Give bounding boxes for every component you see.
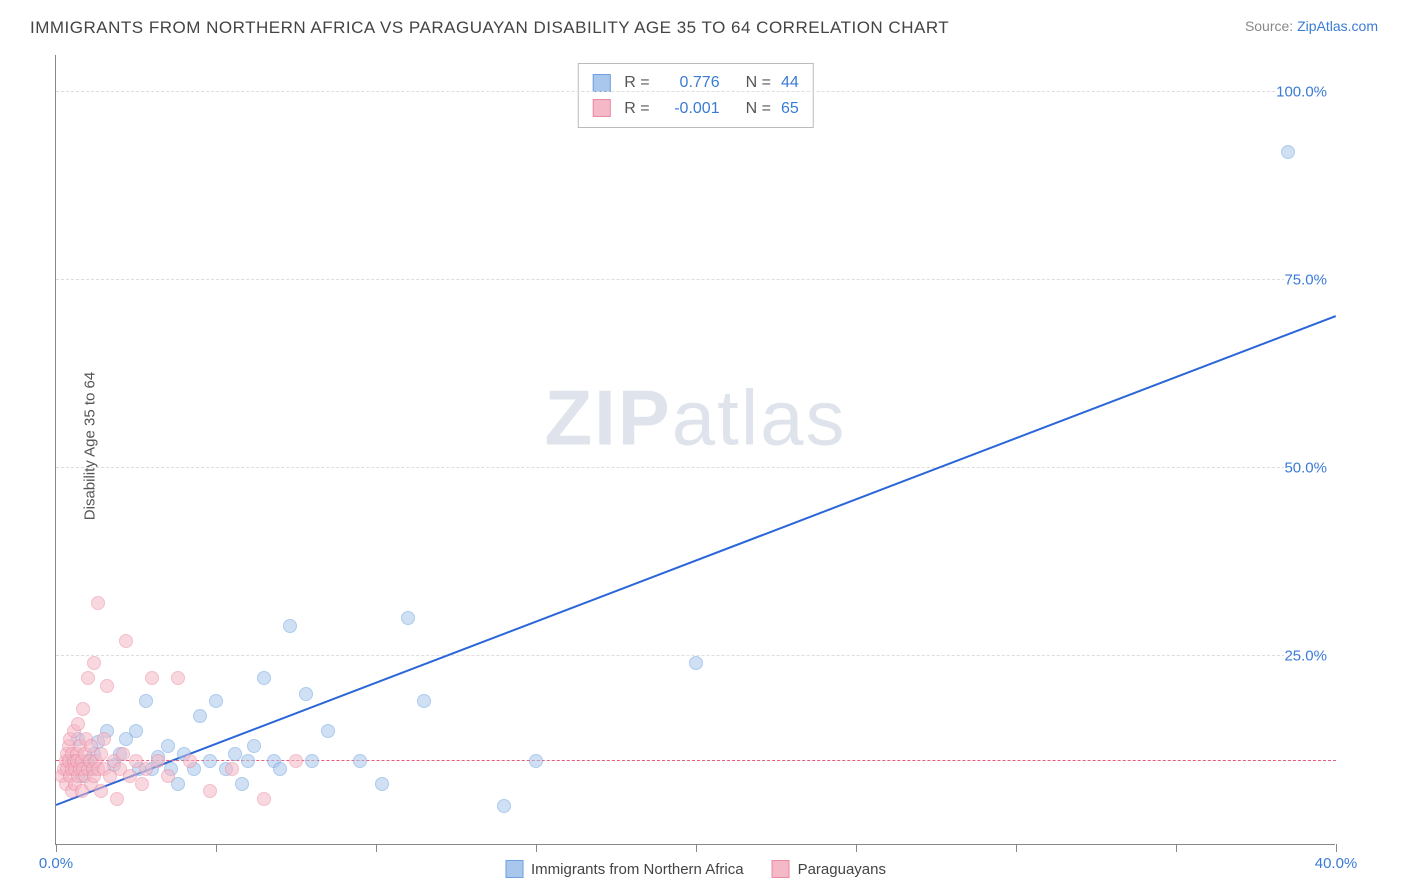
x-tick xyxy=(536,844,537,852)
x-tick xyxy=(56,844,57,852)
legend-row-series1: R = 0.776 N = 44 xyxy=(592,70,798,96)
scatter-point-blue xyxy=(235,777,249,791)
scatter-point-pink xyxy=(145,671,159,685)
scatter-point-pink xyxy=(94,784,108,798)
scatter-point-blue xyxy=(228,747,242,761)
x-tick xyxy=(1016,844,1017,852)
legend-row-series2: R = -0.001 N = 65 xyxy=(592,96,798,122)
trendline-blue xyxy=(56,315,1337,806)
scatter-point-pink xyxy=(257,792,271,806)
scatter-point-pink xyxy=(81,671,95,685)
y-tick-label: 75.0% xyxy=(1284,271,1335,288)
legend-swatch-blue xyxy=(505,860,523,878)
scatter-point-blue xyxy=(353,754,367,768)
x-tick xyxy=(856,844,857,852)
legend-swatch-blue xyxy=(592,74,610,92)
scatter-point-blue xyxy=(161,739,175,753)
r-label: R = xyxy=(624,96,649,122)
x-tick xyxy=(1336,844,1337,852)
scatter-point-pink xyxy=(119,634,133,648)
scatter-point-pink xyxy=(203,784,217,798)
scatter-point-blue xyxy=(241,754,255,768)
scatter-point-pink xyxy=(123,769,137,783)
scatter-point-blue xyxy=(257,671,271,685)
scatter-point-blue xyxy=(299,687,313,701)
scatter-point-pink xyxy=(135,777,149,791)
scatter-point-blue xyxy=(529,754,543,768)
scatter-point-pink xyxy=(76,702,90,716)
scatter-point-blue xyxy=(203,754,217,768)
scatter-point-pink xyxy=(97,732,111,746)
legend-item-2: Paraguayans xyxy=(772,860,886,878)
scatter-point-blue xyxy=(247,739,261,753)
r-label: R = xyxy=(624,70,649,96)
scatter-point-pink xyxy=(94,747,108,761)
y-tick-label: 25.0% xyxy=(1284,647,1335,664)
scatter-point-blue xyxy=(129,724,143,738)
scatter-point-blue xyxy=(417,694,431,708)
scatter-point-blue xyxy=(1281,145,1295,159)
gridline-h xyxy=(56,467,1335,468)
x-tick-label: 0.0% xyxy=(39,855,73,872)
plot-area: ZIPatlas R = 0.776 N = 44 R = -0.001 N =… xyxy=(55,55,1335,845)
n-value-2: 65 xyxy=(781,96,799,122)
chart-container: IMMIGRANTS FROM NORTHERN AFRICA VS PARAG… xyxy=(0,0,1406,892)
scatter-point-blue xyxy=(689,656,703,670)
scatter-point-blue xyxy=(401,611,415,625)
legend-label-1: Immigrants from Northern Africa xyxy=(531,861,744,878)
r-value-1: 0.776 xyxy=(660,70,720,96)
watermark-light: atlas xyxy=(672,373,847,461)
scatter-point-pink xyxy=(91,596,105,610)
source-label: Source: xyxy=(1245,18,1297,34)
scatter-point-blue xyxy=(283,619,297,633)
gridline-h xyxy=(56,91,1335,92)
scatter-point-pink xyxy=(110,792,124,806)
scatter-point-pink xyxy=(289,754,303,768)
x-tick xyxy=(216,844,217,852)
x-tick xyxy=(696,844,697,852)
scatter-point-blue xyxy=(193,709,207,723)
legend-label-2: Paraguayans xyxy=(798,861,886,878)
n-label: N = xyxy=(746,70,771,96)
correlation-legend: R = 0.776 N = 44 R = -0.001 N = 65 xyxy=(577,63,813,128)
scatter-point-pink xyxy=(171,671,185,685)
y-tick-label: 100.0% xyxy=(1276,83,1335,100)
scatter-point-blue xyxy=(321,724,335,738)
source-link[interactable]: ZipAtlas.com xyxy=(1297,18,1378,34)
scatter-point-pink xyxy=(87,656,101,670)
scatter-point-blue xyxy=(305,754,319,768)
scatter-point-pink xyxy=(139,762,153,776)
gridline-h xyxy=(56,279,1335,280)
scatter-point-blue xyxy=(375,777,389,791)
n-label: N = xyxy=(746,96,771,122)
scatter-point-pink xyxy=(151,754,165,768)
source-credit: Source: ZipAtlas.com xyxy=(1245,18,1378,34)
series-legend: Immigrants from Northern Africa Paraguay… xyxy=(505,860,886,878)
scatter-point-blue xyxy=(139,694,153,708)
x-tick-label: 40.0% xyxy=(1315,855,1358,872)
n-value-1: 44 xyxy=(781,70,799,96)
scatter-point-pink xyxy=(116,747,130,761)
legend-swatch-pink xyxy=(592,99,610,117)
scatter-point-pink xyxy=(100,679,114,693)
legend-item-1: Immigrants from Northern Africa xyxy=(505,860,744,878)
legend-swatch-pink xyxy=(772,860,790,878)
r-value-2: -0.001 xyxy=(660,96,720,122)
scatter-point-blue xyxy=(209,694,223,708)
x-tick xyxy=(376,844,377,852)
watermark-bold: ZIP xyxy=(544,373,671,461)
chart-title: IMMIGRANTS FROM NORTHERN AFRICA VS PARAG… xyxy=(30,18,949,38)
scatter-point-pink xyxy=(161,769,175,783)
scatter-point-pink xyxy=(71,717,85,731)
watermark: ZIPatlas xyxy=(544,372,846,463)
scatter-point-pink xyxy=(225,762,239,776)
scatter-point-blue xyxy=(273,762,287,776)
y-tick-label: 50.0% xyxy=(1284,459,1335,476)
x-tick xyxy=(1176,844,1177,852)
scatter-point-blue xyxy=(497,799,511,813)
scatter-point-pink xyxy=(183,754,197,768)
